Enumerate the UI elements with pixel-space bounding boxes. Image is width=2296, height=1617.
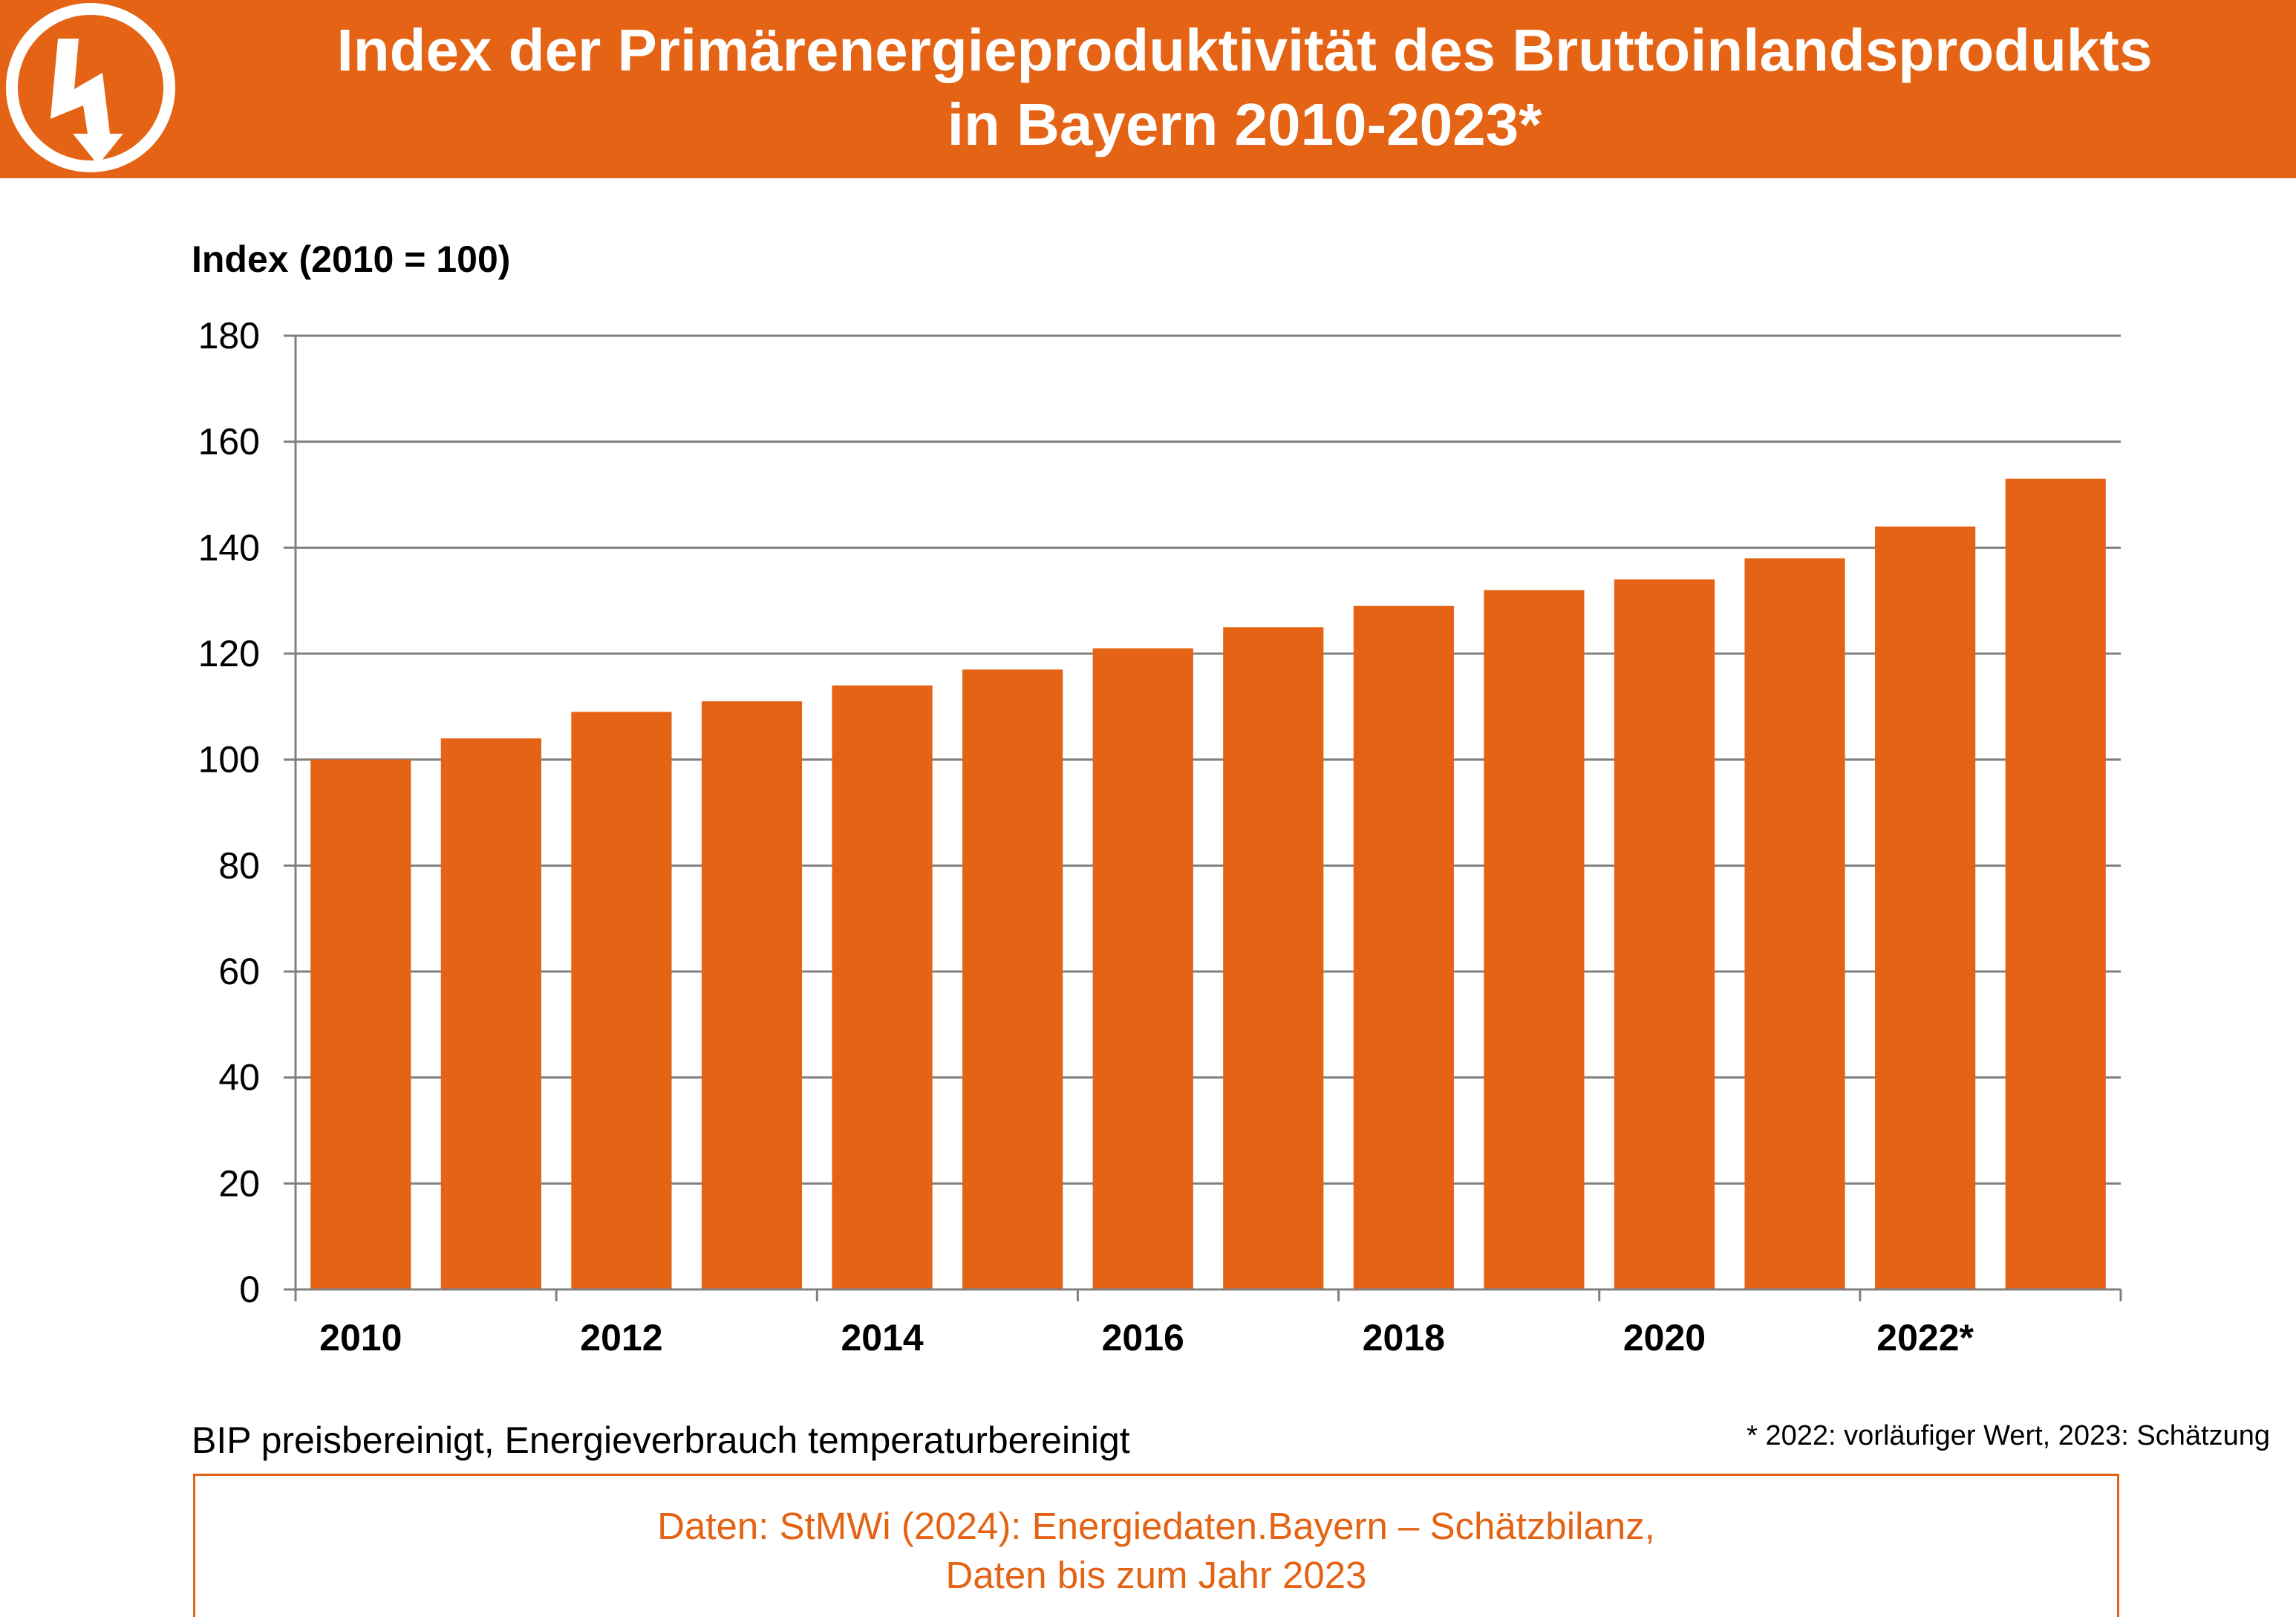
bar-2012 <box>571 712 672 1289</box>
bar-2014 <box>832 685 933 1289</box>
x-tick-label: 2012 <box>580 1317 662 1359</box>
x-tick-label: 2022* <box>1876 1317 1974 1359</box>
x-tick-label: 2016 <box>1102 1317 1184 1359</box>
y-tick-label: 80 <box>218 845 260 886</box>
gridlines <box>296 334 2121 1185</box>
bar-2010 <box>310 759 411 1289</box>
x-tick-labels: 2010 2012 2014 2016 2018 2020 2022* <box>319 1317 1974 1359</box>
bar-2011 <box>440 738 541 1289</box>
y-tick-label: 60 <box>218 951 260 992</box>
axes <box>284 334 2122 1301</box>
bar-2021 <box>1744 558 1845 1289</box>
y-tick-label: 160 <box>198 421 260 463</box>
x-tick-label: 2014 <box>841 1317 923 1359</box>
chart-title-line-2: in Bayern 2010-2023* <box>947 91 1542 157</box>
x-tick-label: 2010 <box>319 1317 402 1359</box>
header-banner: Index der Primärenergieproduktivität des… <box>0 0 2296 178</box>
bar-chart: Index (2010 = 100) 0 20 40 60 80 100 120 140 160… <box>192 238 2122 1359</box>
bar-2023 <box>2005 478 2106 1289</box>
y-tick-label: 20 <box>218 1162 260 1204</box>
bars <box>310 478 2106 1289</box>
y-tick-label: 40 <box>218 1057 260 1099</box>
bar-2015 <box>962 669 1063 1289</box>
source-box: Daten: StMWi (2024): Energiedaten.Bayern… <box>193 1474 2119 1617</box>
y-tick-label: 180 <box>198 315 260 357</box>
bar-2020 <box>1614 579 1715 1289</box>
y-tick-label: 120 <box>198 633 260 674</box>
bar-2022 <box>1875 526 1976 1289</box>
footnote-left: BIP preisbereinigt, Energieverbrauch tem… <box>192 1419 1130 1461</box>
y-tick-label: 100 <box>198 739 260 781</box>
y-axis-label: Index (2010 = 100) <box>192 238 510 280</box>
chart-title-line-1: Index der Primärenergieproduktivität des… <box>336 17 2153 83</box>
bar-2013 <box>701 701 803 1289</box>
bar-2017 <box>1223 627 1324 1289</box>
y-tick-label: 140 <box>198 527 260 568</box>
bar-2016 <box>1092 648 1193 1289</box>
footnote-right: * 2022: vorläufiger Wert, 2023: Schätzun… <box>1747 1420 2270 1451</box>
bar-2018 <box>1353 605 1454 1289</box>
x-tick-label: 2020 <box>1623 1317 1706 1359</box>
x-tick-label: 2018 <box>1363 1317 1445 1359</box>
bar-2019 <box>1484 590 1585 1289</box>
y-tick-labels: 0 20 40 60 80 100 120 140 160 180 <box>198 315 260 1310</box>
lightning-bolt-icon <box>6 3 175 172</box>
source-line-2: Daten bis zum Jahr 2023 <box>945 1554 1367 1596</box>
y-tick-label: 0 <box>239 1269 260 1310</box>
source-line-1: Daten: StMWi (2024): Energiedaten.Bayern… <box>657 1505 1655 1547</box>
